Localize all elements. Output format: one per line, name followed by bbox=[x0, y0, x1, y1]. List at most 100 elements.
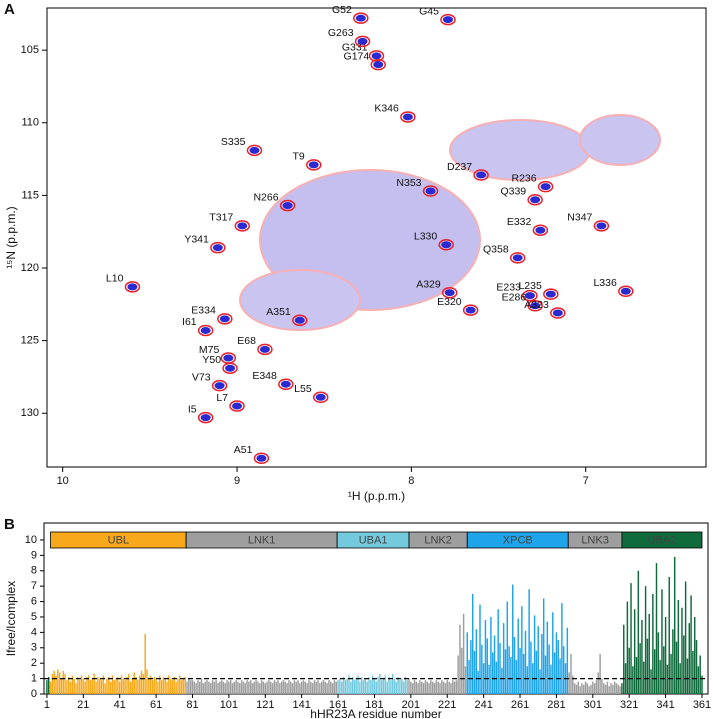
bar bbox=[246, 680, 248, 694]
bar bbox=[377, 677, 379, 694]
peak bbox=[540, 183, 551, 191]
bar bbox=[593, 683, 596, 694]
bar bbox=[46, 680, 48, 694]
bar bbox=[93, 673, 95, 694]
peak-label: A329 bbox=[416, 278, 441, 290]
bar bbox=[639, 643, 641, 694]
bar bbox=[455, 680, 458, 694]
bar bbox=[391, 673, 394, 694]
bar bbox=[601, 678, 603, 694]
bar bbox=[395, 681, 398, 694]
peak-label: G45 bbox=[419, 5, 439, 17]
domain-label: LNK2 bbox=[424, 534, 452, 546]
peak-label: E332 bbox=[507, 216, 532, 228]
bar bbox=[77, 677, 79, 694]
bar bbox=[375, 681, 378, 694]
bar bbox=[159, 675, 161, 694]
bar bbox=[590, 684, 592, 694]
bar bbox=[562, 646, 565, 694]
bar bbox=[342, 677, 345, 694]
bar bbox=[453, 681, 456, 694]
bar bbox=[588, 686, 590, 694]
bar bbox=[657, 632, 660, 694]
bar bbox=[311, 683, 314, 694]
bar bbox=[673, 556, 676, 694]
y-tick-label: 8 bbox=[31, 565, 37, 577]
peak bbox=[212, 244, 223, 252]
bar bbox=[697, 666, 700, 694]
panel-label: B bbox=[4, 516, 15, 533]
bar bbox=[370, 680, 372, 694]
peak bbox=[524, 292, 535, 300]
peak bbox=[355, 14, 366, 22]
bar bbox=[492, 652, 494, 694]
bar bbox=[191, 680, 194, 694]
peak bbox=[225, 364, 236, 372]
bar bbox=[333, 680, 336, 694]
bar bbox=[664, 616, 667, 694]
bar bbox=[661, 589, 663, 694]
peak-label: N347 bbox=[567, 212, 592, 224]
bar bbox=[284, 681, 287, 694]
bar bbox=[541, 633, 543, 694]
bar bbox=[613, 681, 616, 694]
bar bbox=[200, 678, 203, 694]
bar bbox=[231, 683, 234, 694]
bar bbox=[444, 683, 447, 694]
bar bbox=[595, 680, 598, 694]
bar bbox=[355, 678, 357, 694]
bar bbox=[51, 673, 54, 694]
bar bbox=[49, 681, 52, 694]
bar bbox=[324, 681, 327, 694]
bar bbox=[435, 680, 438, 694]
bar bbox=[406, 680, 408, 694]
peak-contour bbox=[312, 391, 329, 404]
bar bbox=[302, 680, 305, 694]
peak-label: T9 bbox=[292, 151, 304, 163]
peak bbox=[259, 345, 270, 353]
bar bbox=[384, 675, 387, 694]
bar bbox=[335, 681, 337, 694]
x-tick-label: 121 bbox=[256, 699, 274, 711]
bar bbox=[552, 612, 554, 694]
peak-label: A323 bbox=[524, 299, 549, 311]
bar bbox=[255, 680, 257, 694]
bar bbox=[111, 675, 114, 694]
peak-contour bbox=[509, 252, 526, 264]
bar bbox=[317, 680, 319, 694]
peak-label: G52 bbox=[332, 4, 352, 16]
bar bbox=[106, 678, 108, 694]
bar bbox=[615, 683, 618, 694]
domain-label: UBA2 bbox=[648, 534, 677, 546]
bar bbox=[153, 677, 156, 694]
bar bbox=[199, 681, 201, 694]
bar bbox=[488, 664, 490, 694]
bar bbox=[619, 686, 621, 694]
bar bbox=[173, 677, 176, 694]
peak bbox=[223, 354, 234, 362]
bar bbox=[155, 678, 157, 694]
y-tick-label: 120 bbox=[21, 262, 39, 274]
domain-label: LNK3 bbox=[581, 534, 609, 546]
bar bbox=[364, 678, 367, 694]
peak bbox=[425, 187, 436, 195]
bar bbox=[126, 677, 128, 694]
bar bbox=[242, 681, 245, 694]
bar bbox=[426, 681, 428, 694]
peak-contour bbox=[422, 185, 439, 197]
bar bbox=[621, 683, 623, 694]
bar bbox=[73, 678, 75, 694]
bar bbox=[442, 681, 445, 694]
bar bbox=[293, 680, 296, 694]
bar bbox=[346, 678, 348, 694]
y-tick-label: 4 bbox=[31, 626, 37, 638]
bar bbox=[53, 670, 55, 694]
bar bbox=[209, 683, 212, 694]
bar bbox=[224, 683, 226, 694]
peak bbox=[444, 289, 455, 297]
bar bbox=[633, 609, 636, 694]
bar bbox=[237, 681, 239, 694]
peak-label: Y50 bbox=[202, 354, 221, 366]
bar bbox=[322, 680, 325, 694]
bar bbox=[295, 681, 297, 694]
